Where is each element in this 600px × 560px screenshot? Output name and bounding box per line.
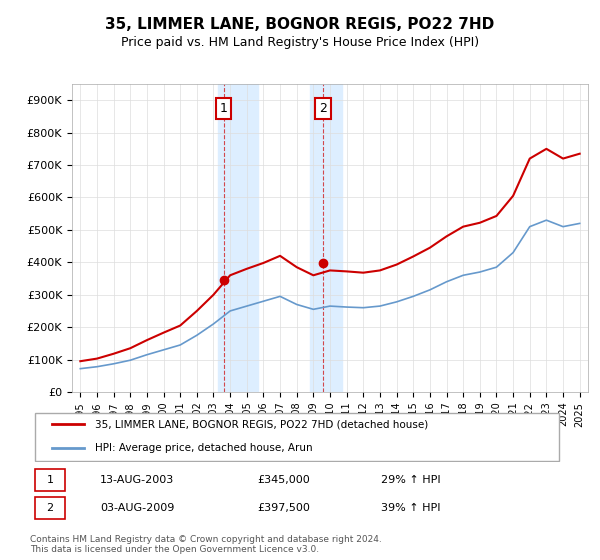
Text: £345,000: £345,000 (257, 475, 310, 485)
Text: 35, LIMMER LANE, BOGNOR REGIS, PO22 7HD (detached house): 35, LIMMER LANE, BOGNOR REGIS, PO22 7HD … (95, 419, 428, 429)
Bar (322, 84, 325, 392)
Text: 1: 1 (220, 102, 227, 115)
Bar (222, 84, 226, 392)
Text: 35, LIMMER LANE, BOGNOR REGIS, PO22 7HD: 35, LIMMER LANE, BOGNOR REGIS, PO22 7HD (106, 17, 494, 32)
Text: 29% ↑ HPI: 29% ↑ HPI (381, 475, 440, 485)
Bar (218, 84, 259, 392)
Text: HPI: Average price, detached house, Arun: HPI: Average price, detached house, Arun (95, 443, 313, 453)
Text: 2: 2 (46, 503, 53, 513)
Text: 1: 1 (46, 475, 53, 485)
FancyBboxPatch shape (35, 413, 559, 461)
Bar (310, 84, 341, 392)
FancyBboxPatch shape (35, 469, 65, 491)
Text: Contains HM Land Registry data © Crown copyright and database right 2024.
This d: Contains HM Land Registry data © Crown c… (30, 535, 382, 554)
Text: £397,500: £397,500 (257, 503, 310, 513)
Text: 03-AUG-2009: 03-AUG-2009 (100, 503, 175, 513)
Text: Price paid vs. HM Land Registry's House Price Index (HPI): Price paid vs. HM Land Registry's House … (121, 36, 479, 49)
Text: 39% ↑ HPI: 39% ↑ HPI (381, 503, 440, 513)
Text: 2: 2 (319, 102, 327, 115)
FancyBboxPatch shape (35, 497, 65, 519)
Text: 13-AUG-2003: 13-AUG-2003 (100, 475, 175, 485)
